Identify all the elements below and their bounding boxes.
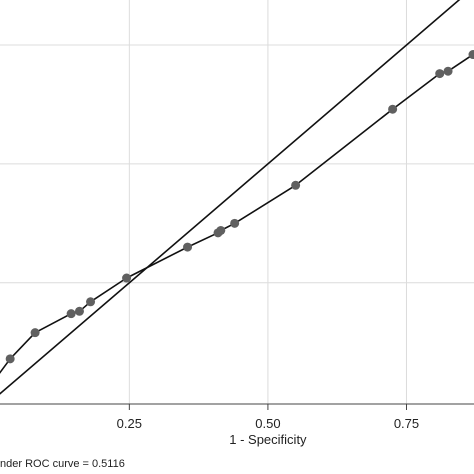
roc-point-5 — [86, 297, 96, 307]
roc-point-14 — [443, 66, 453, 76]
roc-point-1 — [5, 354, 15, 364]
roc-point-12 — [388, 104, 398, 114]
roc-point-13 — [435, 69, 445, 79]
roc-point-7 — [183, 242, 193, 252]
x-axis-title: 1 - Specificity — [229, 432, 307, 447]
markers — [5, 50, 474, 364]
series-layer — [0, 0, 474, 395]
reference-line-line — [0, 0, 461, 395]
roc-point-2 — [30, 328, 40, 338]
x-tick-label-0: 0.25 — [117, 416, 142, 431]
roc-point-6 — [122, 273, 132, 283]
x-ticks: 0.25 0.50 0.75 — [117, 404, 419, 431]
roc-point-9 — [216, 225, 226, 235]
roc-point-3 — [66, 309, 76, 319]
roc-curve-line — [0, 53, 474, 374]
roc-point-4 — [74, 306, 84, 316]
auc-annotation: nder ROC curve = 0.5116 — [0, 458, 125, 470]
x-tick-label-1: 0.50 — [255, 416, 280, 431]
roc-point-10 — [230, 218, 240, 228]
roc-point-11 — [291, 180, 301, 190]
x-tick-label-2: 0.75 — [394, 416, 419, 431]
roc-point-15 — [468, 50, 474, 60]
gridlines — [0, 0, 474, 404]
